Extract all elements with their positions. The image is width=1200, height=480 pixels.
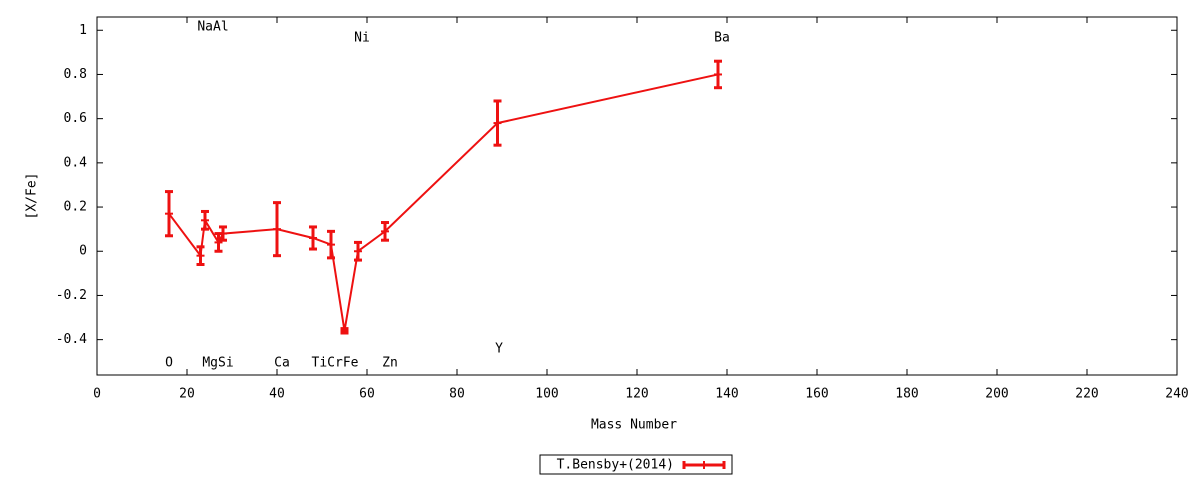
x-tick-label: 20 (179, 387, 195, 402)
element-label: Ba (714, 31, 730, 46)
y-tick-label: -0.4 (56, 332, 87, 347)
y-tick-label: 0.4 (64, 155, 88, 170)
x-tick-label: 100 (535, 387, 558, 402)
y-tick-label: -0.2 (56, 288, 87, 303)
y-tick-label: 1 (79, 23, 87, 38)
series-line (168, 73, 719, 331)
x-tick-label: 120 (625, 387, 648, 402)
element-label: NaAl (197, 20, 228, 35)
x-tick-label: 0 (93, 387, 101, 402)
y-tick-label: 0 (79, 244, 87, 259)
y-tick-label: 0.8 (64, 67, 87, 82)
x-tick-label: 40 (269, 387, 285, 402)
element-label: MgSi (202, 356, 233, 371)
plot-frame (96, 16, 1178, 376)
x-tick-label: 140 (715, 387, 738, 402)
element-label: TiCrFe (312, 356, 359, 371)
x-tick-label: 220 (1075, 387, 1098, 402)
y-tick-label: 0.2 (64, 200, 87, 215)
y-tick-label: 0.6 (64, 111, 87, 126)
y-axis-label: [X/Fe] (25, 173, 40, 220)
x-tick-label: 240 (1165, 387, 1188, 402)
legend-box (539, 454, 733, 475)
element-label: Y (495, 342, 503, 357)
x-axis-label: Mass Number (591, 418, 677, 433)
x-tick-label: 80 (449, 387, 465, 402)
element-label: Zn (382, 356, 398, 371)
x-tick-label: 180 (895, 387, 918, 402)
x-tick-label: 60 (359, 387, 375, 402)
x-tick-label: 160 (805, 387, 828, 402)
element-label: Ca (274, 356, 290, 371)
x-tick-label: 200 (985, 387, 1008, 402)
element-label: O (165, 356, 173, 371)
element-label: Ni (354, 31, 370, 46)
legend-label: T.Bensby+(2014) (557, 458, 674, 473)
